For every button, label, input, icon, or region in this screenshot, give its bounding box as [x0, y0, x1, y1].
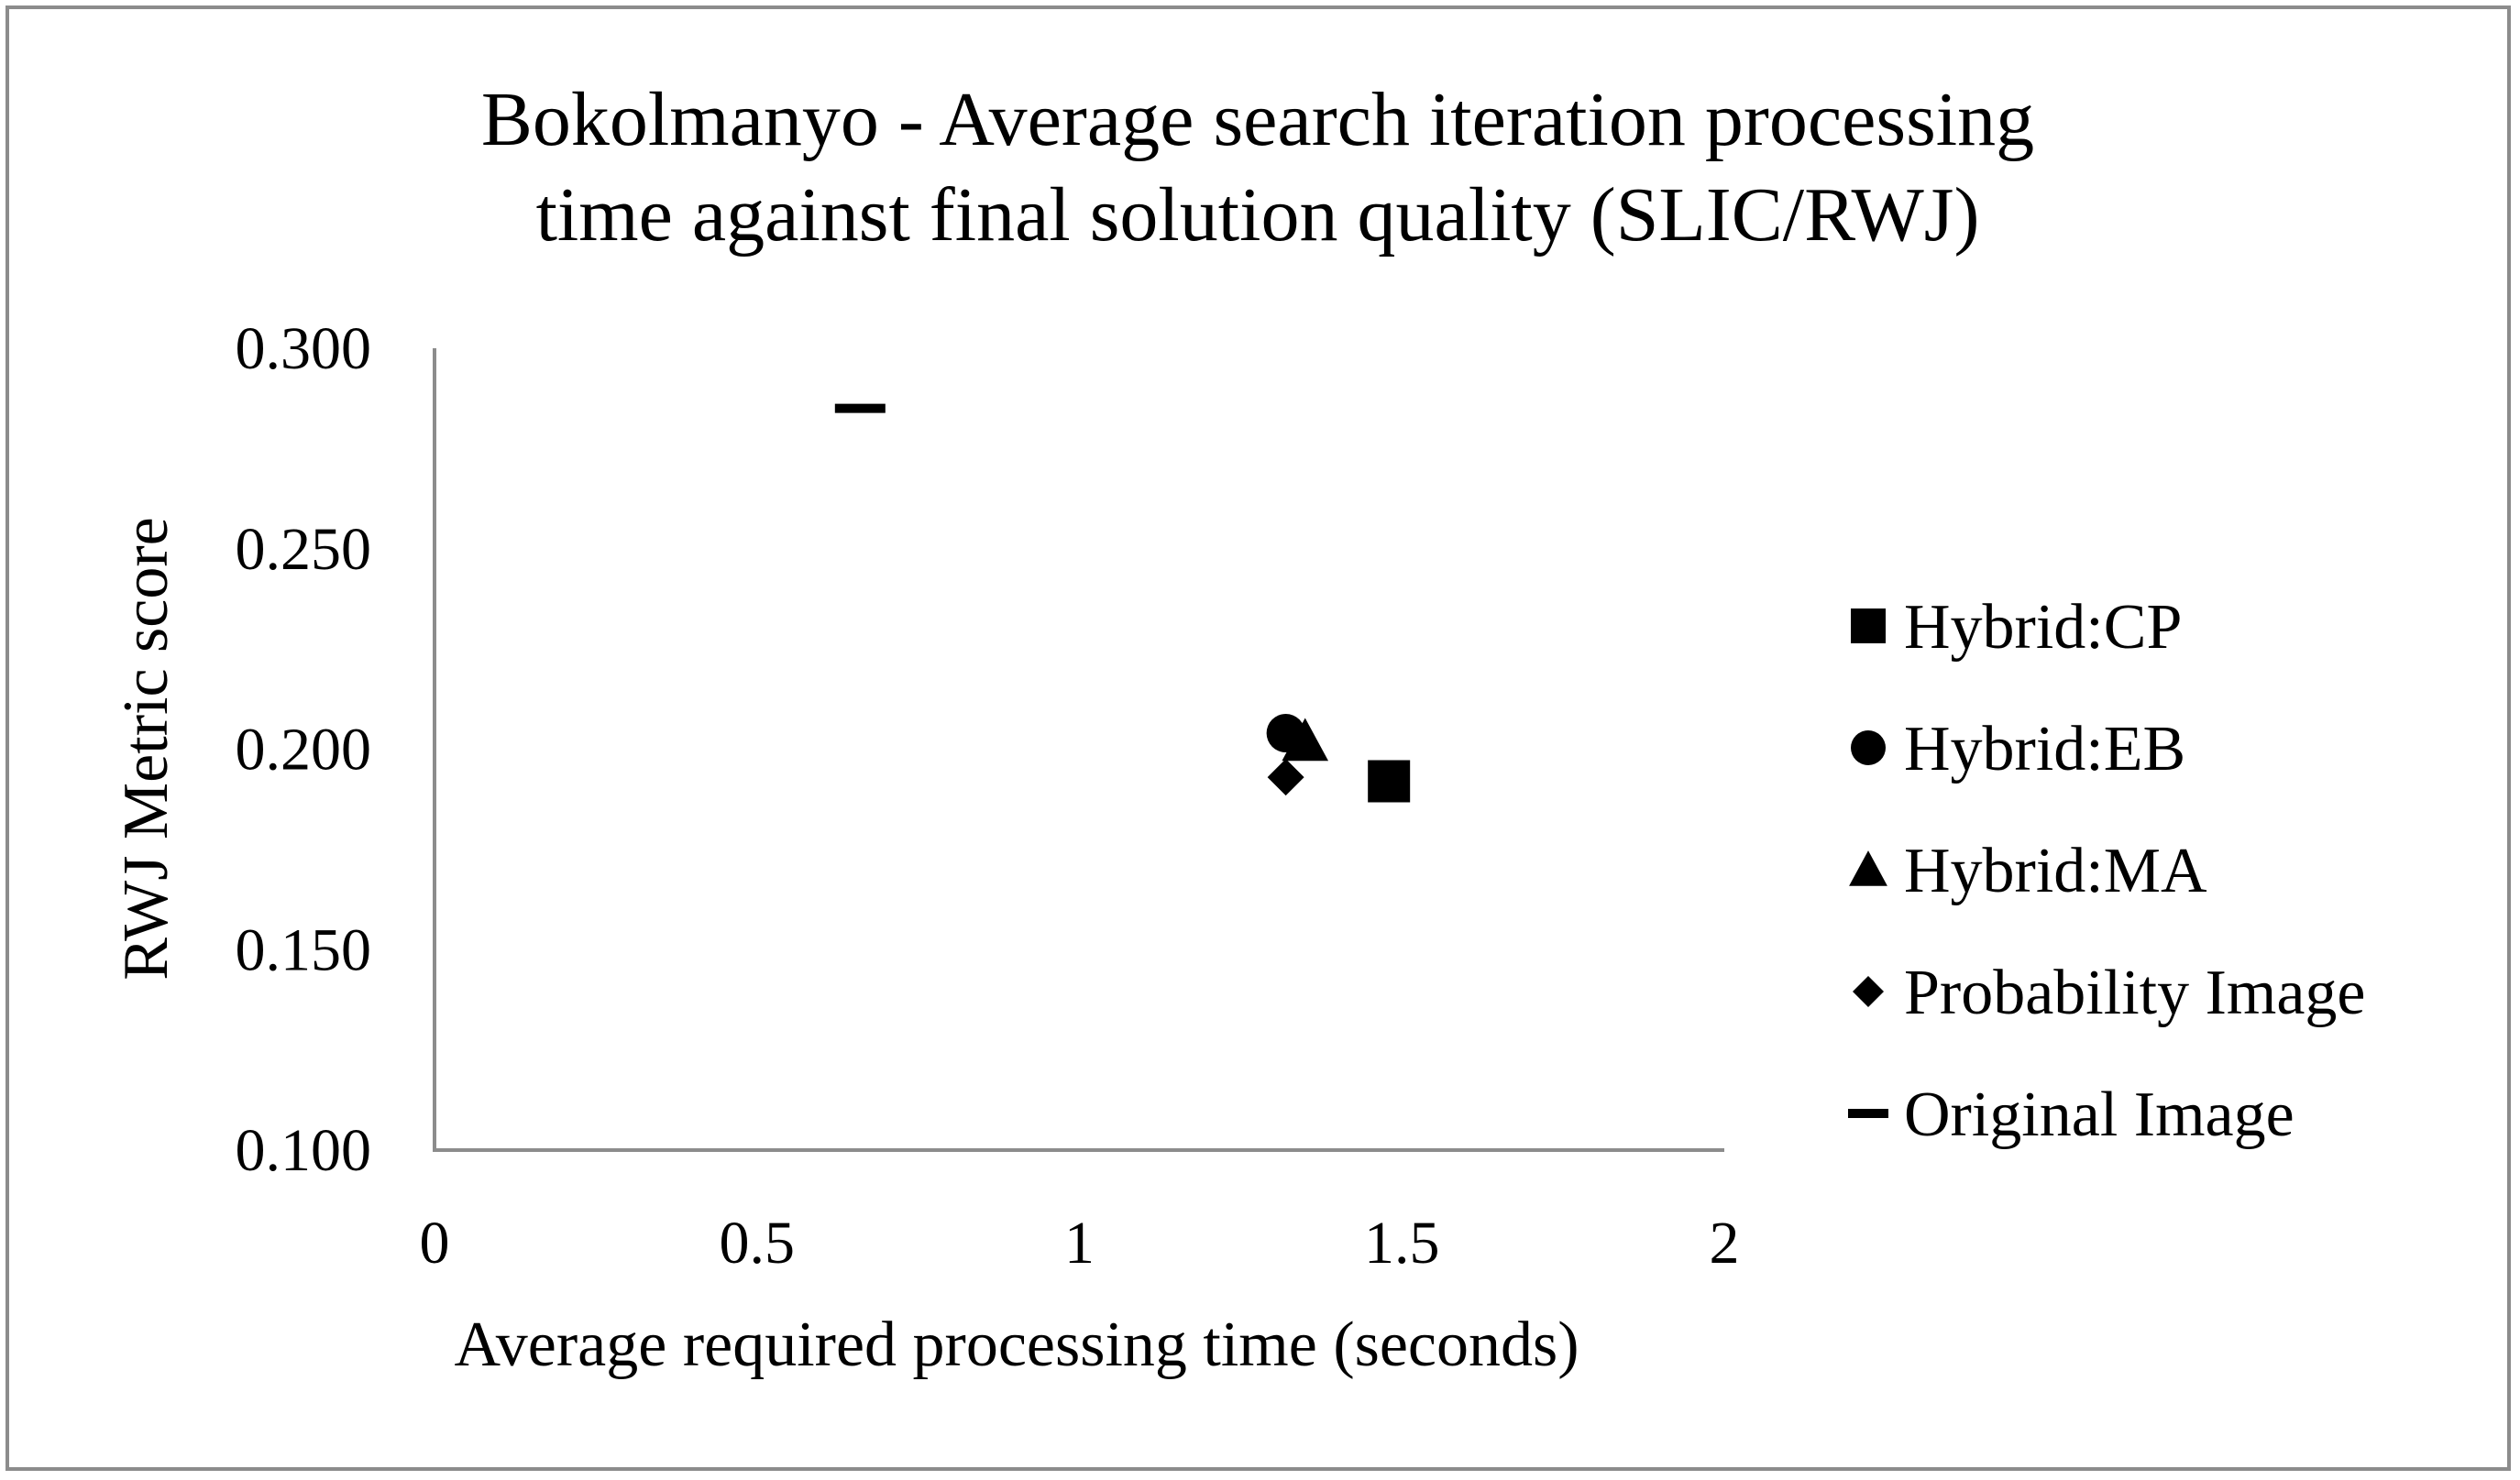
legend-label: Probability Image	[1904, 958, 2366, 1028]
legend-label: Original Image	[1904, 1080, 2294, 1150]
x-axis-label: Average required processing time (second…	[454, 1310, 1579, 1380]
data-point-hybrid-cp	[1368, 760, 1411, 803]
x-axis-ticks: 0 0.5 1 1.5 2	[420, 1210, 1740, 1277]
legend-label: Hybrid:MA	[1904, 836, 2207, 906]
y-tick-label: 0.150	[236, 916, 372, 983]
x-tick-label: 0	[420, 1210, 450, 1277]
chart-title: Bokolmanyo - Average search iteration pr…	[481, 77, 2034, 258]
data-point-original-image	[834, 403, 886, 413]
x-tick-label: 1.5	[1364, 1210, 1440, 1277]
x-tick-label: 1	[1064, 1210, 1095, 1277]
chart-title-line-2: time against final solution quality (SLI…	[536, 172, 1980, 258]
legend-marker	[1848, 1109, 1888, 1118]
chart-area	[6, 5, 2511, 1471]
legend-marker	[1851, 608, 1886, 643]
legend-marker	[1853, 976, 1884, 1007]
legend: Hybrid:CP Hybrid:EB Hybrid:MA Probability I…	[1848, 592, 2366, 1150]
y-axis-ticks: 0.100 0.150 0.200 0.250 0.300	[236, 315, 372, 1184]
x-tick-label: 0.5	[720, 1210, 796, 1277]
legend-marker	[1849, 850, 1887, 886]
legend-marker	[1851, 730, 1886, 765]
chart-title-line-1: Bokolmanyo - Average search iteration pr…	[481, 77, 2034, 162]
y-tick-label: 0.100	[236, 1117, 372, 1184]
data-point-hybrid-eb	[1266, 714, 1305, 752]
x-tick-label: 2	[1710, 1210, 1740, 1277]
data-points	[834, 403, 1411, 803]
y-tick-label: 0.200	[236, 717, 372, 784]
data-point-probability-image	[1267, 759, 1304, 796]
legend-label: Hybrid:EB	[1904, 714, 2185, 784]
legend-label: Hybrid:CP	[1904, 592, 2182, 663]
y-tick-label: 0.300	[236, 315, 372, 382]
y-tick-label: 0.250	[236, 516, 372, 583]
y-axis-label: RWJ Metric score	[111, 517, 182, 980]
